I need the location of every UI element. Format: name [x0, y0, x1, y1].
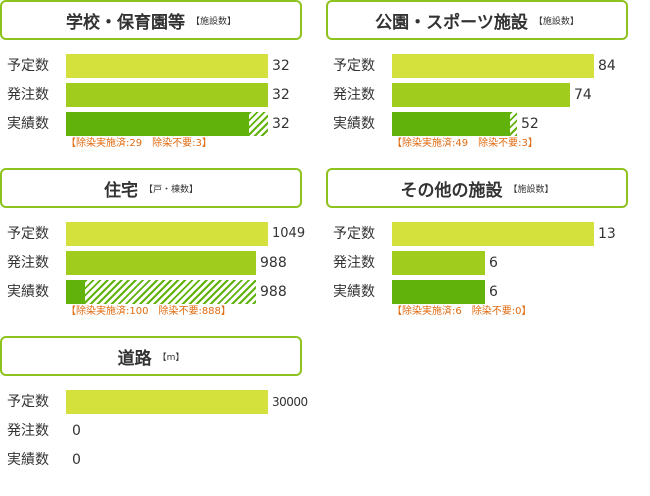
chart-panel: その他の施設 【施設数】予定数 13 発注数 6 実績数 6 【除染実施済:6 除染不要:0】: [326, 168, 636, 328]
panel-header: 住宅 【戸・棟数】: [0, 168, 302, 208]
row-label-order: 発注数: [7, 255, 49, 271]
chart-unit: 【施設数】: [533, 16, 579, 27]
bar-row-done: 実績数 0: [0, 448, 310, 472]
bar-plan: [66, 222, 268, 246]
bar-value-order: 0: [72, 423, 81, 439]
bar-value-plan: 1049: [272, 226, 306, 241]
bar-plan: [392, 54, 594, 78]
bar-value-order: 32: [272, 87, 290, 103]
bar-plan: [392, 222, 594, 246]
row-label-plan: 予定数: [7, 394, 49, 410]
row-label-done: 実績数: [333, 284, 375, 300]
bar-value-done: 32: [272, 116, 290, 132]
chart-panel: 道路 【m】予定数 30000 発注数 0 実績数 0: [0, 336, 310, 496]
row-label-order: 発注数: [7, 423, 49, 439]
bar-value-order: 6: [489, 255, 498, 271]
bar-value-plan: 13: [598, 226, 616, 242]
row-label-plan: 予定数: [7, 58, 49, 74]
chart-unit: 【施設数】: [190, 16, 236, 27]
panel-header: 道路 【m】: [0, 336, 302, 376]
row-label-done: 実績数: [7, 452, 49, 468]
bar-value-plan: 32: [272, 58, 290, 74]
bar-row-done: 実績数 6: [326, 280, 636, 304]
row-label-plan: 予定数: [7, 226, 49, 242]
bar-value-done: 6: [489, 284, 498, 300]
bar-value-order: 988: [260, 255, 287, 271]
bar-value-order: 74: [574, 87, 592, 103]
chart-unit: 【m】: [157, 352, 185, 363]
chart-title: 道路: [117, 348, 152, 369]
breakdown-note: 【除染実施済:49 除染不要:3】: [392, 138, 538, 149]
bar-row-order: 発注数 6: [326, 251, 636, 275]
bar-row-done: 実績数 988: [0, 280, 310, 304]
row-label-done: 実績数: [7, 284, 49, 300]
bar-done-not-required: [85, 280, 256, 304]
bar-row-plan: 予定数 13: [326, 222, 636, 246]
row-label-plan: 予定数: [333, 226, 375, 242]
bar-done-not-required: [510, 112, 517, 136]
bar-row-done: 実績数 32: [0, 112, 310, 136]
bar-row-order: 発注数 988: [0, 251, 310, 275]
bar-row-order: 発注数 32: [0, 83, 310, 107]
row-label-order: 発注数: [333, 87, 375, 103]
chart-title: 学校・保育園等: [65, 12, 185, 33]
bar-row-order: 発注数 0: [0, 419, 310, 443]
bar-done-decontaminated: [66, 112, 249, 136]
chart-panel: 公園・スポーツ施設 【施設数】予定数 84 発注数 74 実績数 52 【除染実施済:49 除…: [326, 0, 636, 160]
row-label-order: 発注数: [7, 87, 49, 103]
bar-row-plan: 予定数 84: [326, 54, 636, 78]
breakdown-note: 【除染実施済:100 除染不要:888】: [66, 306, 231, 317]
row-label-done: 実績数: [7, 116, 49, 132]
chart-title: 公園・スポーツ施設: [375, 12, 528, 33]
bar-value-plan: 84: [598, 58, 616, 74]
bar-row-plan: 予定数 32: [0, 54, 310, 78]
row-label-plan: 予定数: [333, 58, 375, 74]
bar-row-done: 実績数 52: [326, 112, 636, 136]
panel-header: 公園・スポーツ施設 【施設数】: [326, 0, 628, 40]
bar-done-not-required: [249, 112, 268, 136]
bar-row-order: 発注数 74: [326, 83, 636, 107]
chart-title: 住宅: [103, 180, 138, 201]
bar-done-decontaminated: [392, 112, 510, 136]
breakdown-note: 【除染実施済:6 除染不要:0】: [392, 306, 532, 317]
panel-header: その他の施設 【施設数】: [326, 168, 628, 208]
bar-value-plan: 30000: [272, 395, 308, 409]
bar-value-done: 0: [72, 452, 81, 468]
chart-unit: 【施設数】: [508, 184, 554, 195]
bar-plan: [66, 390, 268, 414]
bar-order: [392, 83, 570, 107]
bar-order: [392, 251, 485, 275]
bar-row-plan: 予定数 30000: [0, 390, 310, 414]
bar-value-done: 988: [260, 284, 287, 300]
panel-header: 学校・保育園等 【施設数】: [0, 0, 302, 40]
bar-order: [66, 83, 268, 107]
bar-done-decontaminated: [392, 280, 485, 304]
chart-panel: 学校・保育園等 【施設数】予定数 32 発注数 32 実績数 32 【除染実施済:29 除染不…: [0, 0, 310, 160]
bar-value-done: 52: [521, 116, 539, 132]
chart-title: その他の施設: [400, 180, 503, 201]
bar-row-plan: 予定数 1049: [0, 222, 310, 246]
row-label-done: 実績数: [333, 116, 375, 132]
breakdown-note: 【除染実施済:29 除染不要:3】: [66, 138, 212, 149]
row-label-order: 発注数: [333, 255, 375, 271]
chart-panel: 住宅 【戸・棟数】予定数 1049 発注数 988 実績数 988 【除染実施済:100 除染…: [0, 168, 310, 328]
bar-order: [66, 251, 256, 275]
bar-done-decontaminated: [66, 280, 85, 304]
bar-plan: [66, 54, 268, 78]
chart-unit: 【戸・棟数】: [143, 184, 198, 195]
